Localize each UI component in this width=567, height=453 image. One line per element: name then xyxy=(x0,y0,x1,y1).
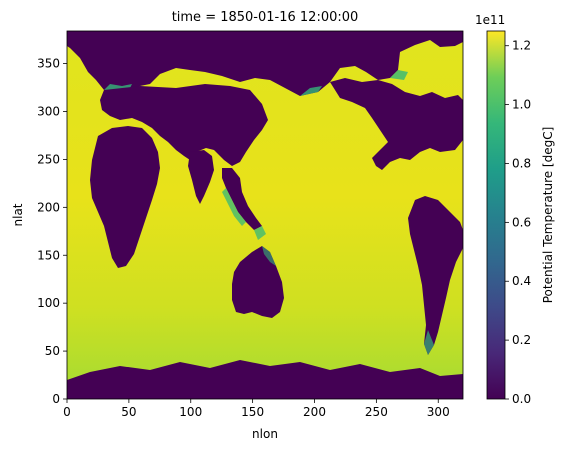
y-tick-label: 200 xyxy=(37,200,60,214)
x-tick-label: 150 xyxy=(241,405,264,419)
coastal-band-southeast-asia xyxy=(222,188,266,240)
land-south-america xyxy=(408,196,463,355)
colorbar-frame xyxy=(486,30,506,400)
colorbar-ticks: 0.0 0.2 0.4 0.6 0.8 1.0 1.2 xyxy=(505,39,531,406)
x-tick-label: 250 xyxy=(365,405,388,419)
y-tick-label: 150 xyxy=(37,248,60,262)
land-antarctica xyxy=(67,360,463,399)
heatmap-image xyxy=(67,31,463,399)
colorbar-tick-label: 1.0 xyxy=(512,98,531,112)
colorbar-tick-label: 0.2 xyxy=(512,333,531,347)
land-india xyxy=(188,150,214,204)
x-tick-label: 0 xyxy=(63,405,71,419)
colorbar-tick-label: 0.6 xyxy=(512,215,531,229)
colorbar-tick-label: 0.0 xyxy=(512,392,531,406)
y-tick-label: 250 xyxy=(37,152,60,166)
y-axis-label: nlat xyxy=(11,203,25,226)
x-tick-label: 300 xyxy=(427,405,450,419)
colorbar-tick-label: 0.8 xyxy=(512,156,531,170)
y-axis-ticks: 0 50 100 150 200 250 300 350 xyxy=(37,57,67,406)
colorbar-label: Potential Temperature [degC] xyxy=(541,127,555,304)
coastal-band-australia xyxy=(262,246,276,266)
coastal-band-south-america xyxy=(424,330,434,355)
y-tick-label: 100 xyxy=(37,296,60,310)
colorbar-offset-text: 1e11 xyxy=(475,13,505,27)
colorbar-tick-label: 0.4 xyxy=(512,274,531,288)
land-north-america xyxy=(330,78,463,170)
y-tick-label: 0 xyxy=(52,392,60,406)
y-tick-label: 350 xyxy=(37,57,60,71)
y-tick-label: 50 xyxy=(45,344,60,358)
x-tick-label: 50 xyxy=(121,405,136,419)
colorbar-tick-label: 1.2 xyxy=(512,39,531,53)
x-axis-label: nlon xyxy=(252,427,278,441)
land-africa xyxy=(90,126,160,268)
x-tick-label: 200 xyxy=(303,405,326,419)
land-southeast-asia xyxy=(222,168,262,230)
x-tick-label: 100 xyxy=(179,405,202,419)
land-australia xyxy=(232,246,284,318)
colorbar-gradient xyxy=(487,31,505,399)
y-tick-label: 300 xyxy=(37,105,60,119)
land-north xyxy=(67,31,463,96)
chart-title: time = 1850-01-16 12:00:00 xyxy=(172,10,359,25)
x-axis-ticks: 0 50 100 150 200 250 300 xyxy=(63,399,450,419)
plot-frame xyxy=(66,30,464,400)
land-eurasia xyxy=(100,84,268,166)
